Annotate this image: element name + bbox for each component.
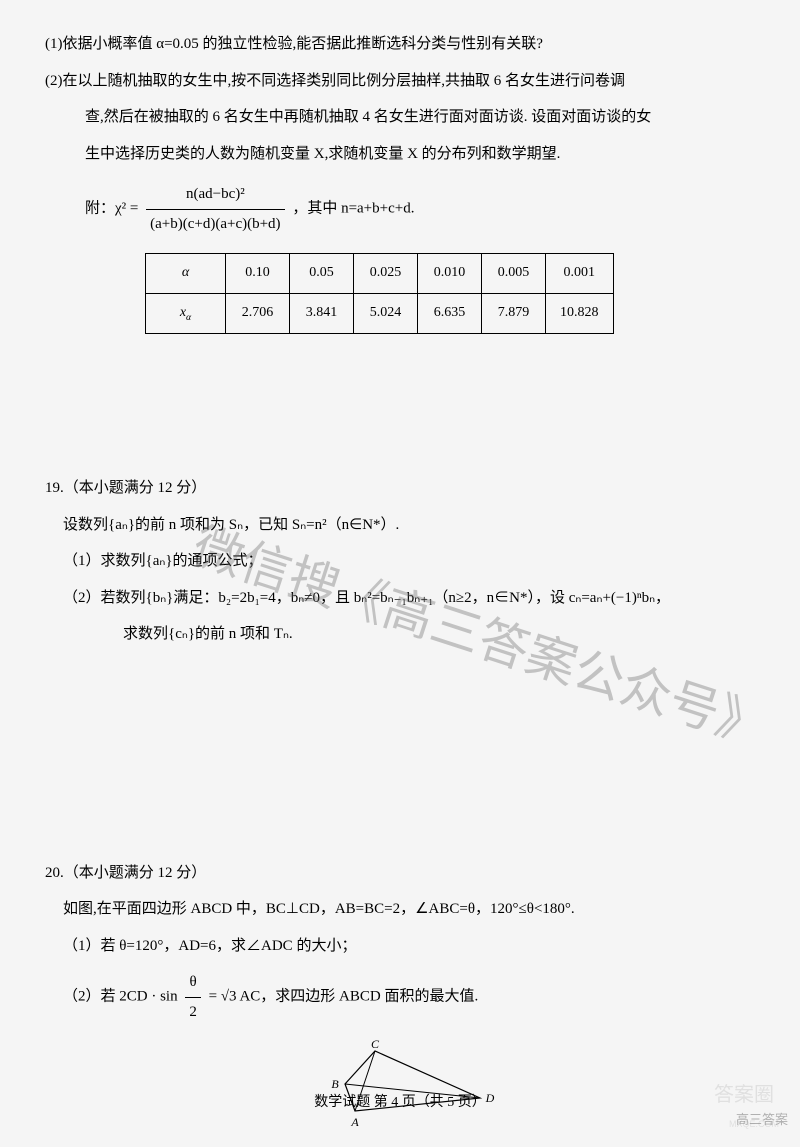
table-cell: 7.879 [482,293,546,333]
table-cell: 2.706 [226,293,290,333]
table-cell: 0.025 [354,254,418,294]
fraction: θ 2 [185,968,201,1026]
q20-sub2-prefix: （2）若 2CD · sin [63,988,181,1004]
table-cell: 0.05 [290,254,354,294]
q20-sub2: （2）若 2CD · sin θ 2 = √3 AC，求四边形 ABCD 面积的… [63,968,755,1026]
table-cell-header: xα [146,293,226,333]
formula-suffix: ，其中 n=a+b+c+d. [292,200,414,216]
q20-title: 20.（本小题满分 12 分） [45,859,755,888]
q18-sub2-line2: 查,然后在被抽取的 6 名女生中再随机抽取 4 名女生进行面对面访谈. 设面对面… [45,103,755,132]
table-cell: 10.828 [546,293,614,333]
page-footer: 数学试题 第 4 页（共 5 页） [0,1090,800,1117]
footer-text: 数学试题 第 4 页（共 5 页） [314,1095,486,1110]
formula-prefix: 附：χ² = [85,200,142,216]
q19-title: 19.（本小题满分 12 分） [45,474,755,503]
q18-table-wrap: α 0.10 0.05 0.025 0.010 0.005 0.001 xα 2… [145,253,755,334]
table-row: α 0.10 0.05 0.025 0.010 0.005 0.001 [146,254,614,294]
table-cell: 3.841 [290,293,354,333]
label-b: B [331,1077,339,1091]
q20-sub2-suffix: = √3 AC，求四边形 ABCD 面积的最大值. [209,988,479,1004]
q20-stem: 如图,在平面四边形 ABCD 中，BC⊥CD，AB=BC=2，∠ABC=θ，12… [63,895,755,924]
table-cell: 5.024 [354,293,418,333]
fraction: n(ad−bc)² (a+b)(c+d)(a+c)(b+d) [146,180,284,238]
table-cell: 6.635 [418,293,482,333]
q19-sub2-line1: （2）若数列{bₙ}满足：b₂=2b₁=4，bₙ≠0，且 bₙ²=bₙ₋₁bₙ₊… [63,584,755,613]
fraction-denominator: (a+b)(c+d)(a+c)(b+d) [146,210,284,239]
q19-stem: 设数列{aₙ}的前 n 项和为 Sₙ，已知 Sₙ=n²（n∈N*）. [63,511,755,540]
q18-sub1: (1)依据小概率值 α=0.05 的独立性检验,能否据此推断选科分类与性别有关联… [45,30,755,59]
quadrilateral-diagram-svg: A B C D [300,1036,500,1136]
label-c: C [371,1037,380,1051]
q20-sub1: （1）若 θ=120°，AD=6，求∠ADC 的大小； [63,932,755,961]
question-18-continuation: (1)依据小概率值 α=0.05 的独立性检验,能否据此推断选科分类与性别有关联… [45,30,755,334]
table-row: xα 2.706 3.841 5.024 6.635 7.879 10.828 [146,293,614,333]
label-a: A [350,1115,359,1129]
table-cell: 0.001 [546,254,614,294]
table-cell: 0.005 [482,254,546,294]
q18-formula: 附：χ² = n(ad−bc)² (a+b)(c+d)(a+c)(b+d) ，其… [85,180,755,238]
q19-sub1: （1）求数列{aₙ}的通项公式； [63,547,755,576]
q18-sub2-line3: 生中选择历史类的人数为随机变量 X,求随机变量 X 的分布列和数学期望. [45,140,755,169]
table-cell: 0.010 [418,254,482,294]
table-cell-header: α [146,254,226,294]
table-cell: 0.10 [226,254,290,294]
chi-square-table: α 0.10 0.05 0.025 0.010 0.005 0.001 xα 2… [145,253,614,334]
q19-sub2-line2: 求数列{cₙ}的前 n 项和 Tₙ. [63,620,755,649]
fraction-numerator: θ [185,968,201,998]
fraction-denominator: 2 [185,998,201,1027]
question-19: 19.（本小题满分 12 分） 设数列{aₙ}的前 n 项和为 Sₙ，已知 Sₙ… [45,474,755,649]
fraction-numerator: n(ad−bc)² [146,180,284,210]
q18-sub2-line1: (2)在以上随机抽取的女生中,按不同选择类别同比例分层抽样,共抽取 6 名女生进… [45,67,755,96]
